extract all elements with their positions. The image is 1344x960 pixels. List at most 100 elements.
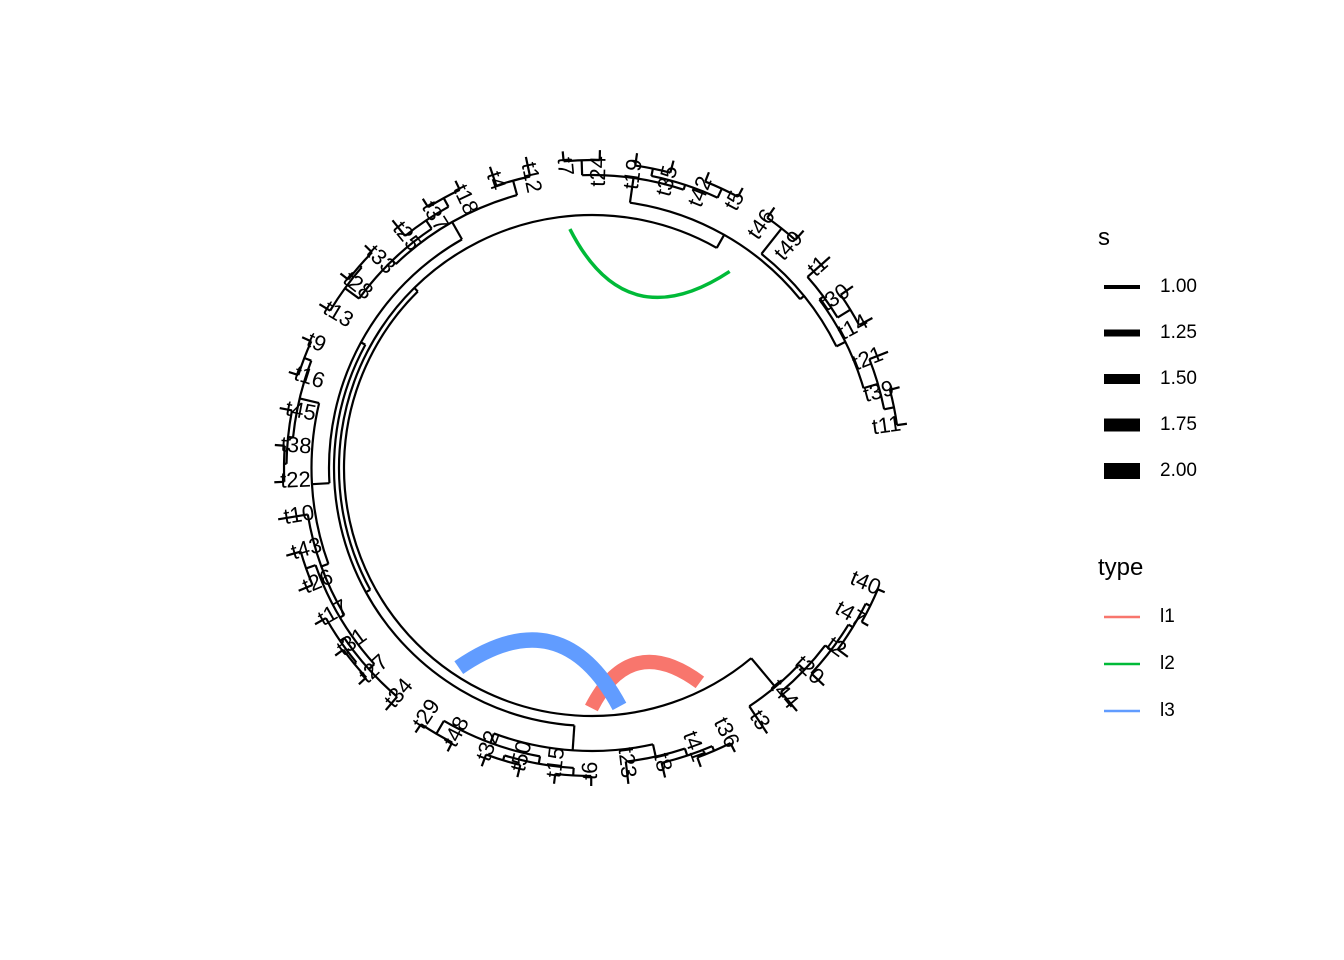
tip-branch bbox=[391, 219, 406, 237]
tip-label: t44 bbox=[765, 674, 804, 714]
tip-branch bbox=[277, 513, 308, 521]
legend: s 1.00 1.25 1.50 1.75 2.00 type l1 l2 l3 bbox=[1098, 224, 1197, 721]
internal-branch bbox=[303, 356, 312, 362]
tip-branch bbox=[889, 386, 900, 391]
tip-label: t40 bbox=[847, 565, 885, 600]
size-legend-title: s bbox=[1098, 224, 1110, 251]
internal-branch bbox=[716, 188, 723, 199]
branch-arc bbox=[337, 213, 718, 591]
internal-branch bbox=[299, 397, 320, 405]
tip-label: t34 bbox=[379, 673, 418, 713]
internal-branch bbox=[818, 295, 825, 301]
tip-branch bbox=[274, 443, 285, 447]
tip-labels: t11t39t21t14t30t1t49t46t5t42t35t19t24t7t… bbox=[280, 156, 903, 780]
tip-label: t4 bbox=[482, 168, 512, 193]
link-l3 bbox=[454, 632, 627, 711]
size-legend: s 1.00 1.25 1.50 1.75 2.00 bbox=[1098, 224, 1197, 481]
tip-label: t7 bbox=[552, 156, 579, 177]
internal-branch bbox=[571, 725, 576, 751]
type-legend: type l1 l2 l3 bbox=[1098, 554, 1175, 721]
tip-label: t41 bbox=[678, 728, 712, 765]
tip-label: t47 bbox=[831, 595, 870, 632]
type-legend-label: l2 bbox=[1160, 653, 1175, 674]
tip-label: t5 bbox=[719, 187, 750, 215]
tip-branch bbox=[634, 153, 639, 166]
tip-branch bbox=[524, 156, 532, 177]
tip-branch bbox=[780, 691, 798, 712]
tip-branch bbox=[552, 773, 557, 784]
tip-branch bbox=[384, 696, 398, 711]
tip-branch bbox=[334, 648, 344, 657]
internal-branch bbox=[391, 259, 397, 265]
tip-branch bbox=[858, 317, 873, 327]
internal-branch bbox=[628, 177, 635, 203]
tip-label: t48 bbox=[438, 712, 474, 751]
tip-branch bbox=[696, 757, 702, 768]
internal-branch bbox=[711, 745, 716, 752]
tip-label: t3 bbox=[745, 705, 776, 734]
type-legend-label: l3 bbox=[1160, 700, 1175, 721]
internal-branch bbox=[413, 287, 419, 293]
tip-branch bbox=[736, 187, 744, 198]
tip-branch bbox=[279, 407, 293, 412]
tip-label: t15 bbox=[541, 746, 569, 779]
tip-label: t45 bbox=[284, 395, 319, 425]
tip-label: t16 bbox=[291, 360, 328, 393]
tip-branch bbox=[339, 272, 350, 281]
tip-label: t39 bbox=[861, 375, 897, 407]
internal-branch bbox=[451, 221, 463, 240]
size-legend-label: 2.00 bbox=[1160, 460, 1197, 481]
tip-branch bbox=[660, 762, 667, 778]
tip-links bbox=[454, 228, 731, 712]
tip-label: t6 bbox=[577, 762, 602, 780]
tip-label: t37 bbox=[417, 196, 454, 235]
tip-branch bbox=[488, 166, 498, 187]
tip-label: t10 bbox=[282, 499, 316, 529]
internal-branch bbox=[799, 295, 805, 301]
tip-branch bbox=[837, 648, 849, 658]
internal-branch bbox=[501, 755, 506, 761]
internal-branch bbox=[368, 663, 376, 670]
tip-branch bbox=[729, 742, 736, 753]
tip-label: t28 bbox=[339, 266, 378, 304]
internal-branch bbox=[835, 340, 846, 348]
internal-branch bbox=[750, 657, 777, 688]
internal-branch bbox=[435, 720, 445, 735]
branch-arc bbox=[818, 298, 865, 389]
internal-branch bbox=[683, 748, 689, 756]
internal-branch bbox=[580, 160, 584, 176]
tip-branch bbox=[358, 676, 367, 686]
tip-label: t20 bbox=[790, 650, 829, 689]
internal-branch bbox=[360, 341, 366, 346]
internal-branch bbox=[863, 382, 879, 390]
tip-label: t18 bbox=[448, 180, 484, 218]
internal-branch bbox=[836, 308, 851, 319]
branch-arc bbox=[306, 514, 346, 616]
internal-branch bbox=[715, 234, 726, 249]
tip-label: t36 bbox=[709, 713, 745, 752]
internal-branch bbox=[287, 435, 294, 439]
tree-branches bbox=[274, 150, 908, 787]
tip-branch bbox=[516, 764, 522, 778]
tip-branch bbox=[861, 620, 869, 627]
internal-branch bbox=[489, 733, 495, 744]
tip-label: t22 bbox=[280, 466, 312, 492]
internal-branch bbox=[760, 227, 783, 255]
internal-branch bbox=[339, 614, 345, 619]
internal-branch bbox=[339, 637, 345, 642]
tip-label: t12 bbox=[517, 160, 548, 195]
tip-label: t19 bbox=[618, 157, 647, 191]
internal-branch bbox=[798, 663, 806, 671]
tip-branch bbox=[364, 244, 373, 254]
tip-label: t17 bbox=[313, 594, 352, 631]
internal-branch bbox=[824, 644, 832, 651]
internal-branch bbox=[305, 564, 316, 570]
tip-branch bbox=[318, 303, 331, 312]
link-l1 bbox=[585, 654, 705, 712]
internal-branch bbox=[442, 197, 450, 208]
tip-label: t14 bbox=[833, 308, 872, 344]
tip-branch bbox=[806, 256, 831, 278]
tip-label: t50 bbox=[505, 738, 536, 774]
tip-label: t26 bbox=[299, 564, 337, 599]
branch-arc bbox=[343, 637, 398, 698]
